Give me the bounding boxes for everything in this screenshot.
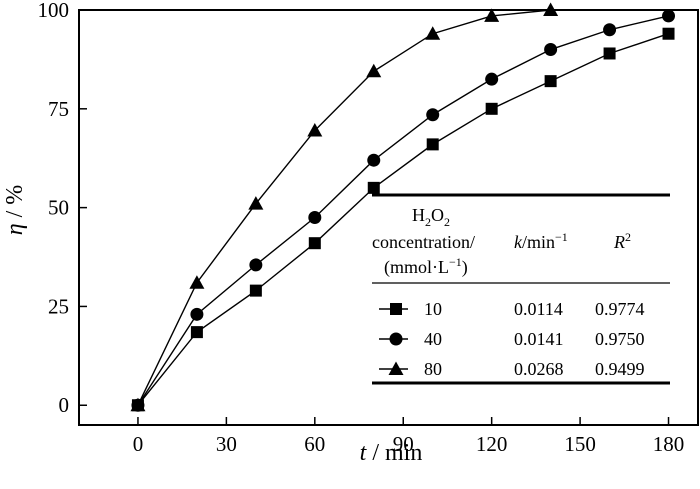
series-line-40 <box>137 15 669 406</box>
data-point-10 <box>249 284 262 297</box>
plot-frame <box>78 9 699 426</box>
y-tick-label: 25 <box>48 294 69 318</box>
series-80 <box>130 2 559 412</box>
x-axis-title-symbol: t <box>360 440 368 466</box>
data-point-40 <box>603 23 617 37</box>
legend-marker-square <box>390 303 402 315</box>
data-point-80 <box>425 26 441 40</box>
data-point-40 <box>308 211 322 224</box>
data-point-40 <box>544 43 558 57</box>
x-tick-label: 150 <box>564 432 596 456</box>
table-row: 40 0.0141 0.9750 <box>379 329 645 349</box>
x-tick-label: 30 <box>216 432 237 456</box>
y-tick-label: 100 <box>38 0 70 22</box>
table-row: 80 0.0268 0.9499 <box>379 359 645 379</box>
data-point-80 <box>366 63 382 78</box>
table-cell-k: 0.0268 <box>514 359 564 379</box>
data-point-10 <box>603 47 616 60</box>
table-row: 10 0.0114 0.9774 <box>379 299 645 319</box>
series-line-10 <box>137 33 669 406</box>
data-point-10 <box>662 27 675 40</box>
data-point-40 <box>426 108 440 122</box>
data-point-10 <box>308 237 321 250</box>
header-concentration: concentration/ <box>372 232 475 252</box>
data-point-10 <box>485 102 498 115</box>
header-h2o2: H2O2 <box>412 205 450 229</box>
y-axis-ticks: 0 25 50 75 100 <box>38 0 87 417</box>
data-point-10 <box>190 326 203 339</box>
table-cell-r2: 0.9774 <box>595 299 645 319</box>
data-point-80 <box>189 275 205 289</box>
y-tick-label: 0 <box>59 393 70 417</box>
data-point-80 <box>307 123 323 137</box>
y-tick-label: 75 <box>48 97 69 121</box>
header-unit: (mmol·L−1) <box>384 255 468 278</box>
table-rows: 10 0.0114 0.9774 40 0.0141 0.9750 80 0.0268 0.94… <box>379 299 645 379</box>
data-point-80 <box>248 196 264 210</box>
table-cell-concentration: 40 <box>424 329 442 349</box>
header-k: k/min−1 <box>514 230 568 252</box>
series-40 <box>131 9 676 412</box>
x-axis-title: t / min <box>360 440 423 466</box>
x-tick-label: 90 <box>393 432 414 456</box>
y-axis-title-symbol: η <box>2 223 28 235</box>
data-point-40 <box>662 9 676 23</box>
series-layer <box>130 2 676 412</box>
series-10 <box>131 27 675 412</box>
table-cell-k: 0.0114 <box>514 299 563 319</box>
table-cell-r2: 0.9750 <box>595 329 645 349</box>
y-axis-title: η / % <box>2 185 28 236</box>
data-point-80 <box>130 397 146 412</box>
data-point-40 <box>485 72 499 86</box>
x-tick-label: 60 <box>304 432 325 456</box>
x-axis-title-unit: / min <box>366 440 422 466</box>
data-point-40 <box>249 258 263 272</box>
x-tick-label: 180 <box>653 432 685 456</box>
series-line-80 <box>137 9 551 406</box>
x-tick-label: 120 <box>476 432 508 456</box>
data-point-10 <box>367 181 380 194</box>
y-axis-title-unit: / % <box>2 185 28 224</box>
x-tick-label: 0 <box>133 432 144 456</box>
table-cell-concentration: 10 <box>424 299 442 319</box>
y-tick-label: 50 <box>48 196 69 220</box>
legend-marker-circle <box>389 332 403 346</box>
data-point-10 <box>426 138 439 151</box>
data-point-40 <box>367 153 381 167</box>
table-cell-concentration: 80 <box>424 359 442 379</box>
table-cell-k: 0.0141 <box>514 329 564 349</box>
x-axis-ticks: 0 30 60 90 120 150 180 <box>133 417 685 456</box>
table-cell-r2: 0.9499 <box>595 359 645 379</box>
header-r2: R2 <box>613 230 631 252</box>
data-point-10 <box>544 75 557 88</box>
data-point-40 <box>190 307 204 321</box>
data-point-80 <box>543 2 559 16</box>
legend-marker-triangle <box>388 361 404 375</box>
data-point-80 <box>484 8 500 22</box>
legend-table: H2O2 concentration/ (mmol·L−1) k/min−1 R… <box>372 193 670 385</box>
